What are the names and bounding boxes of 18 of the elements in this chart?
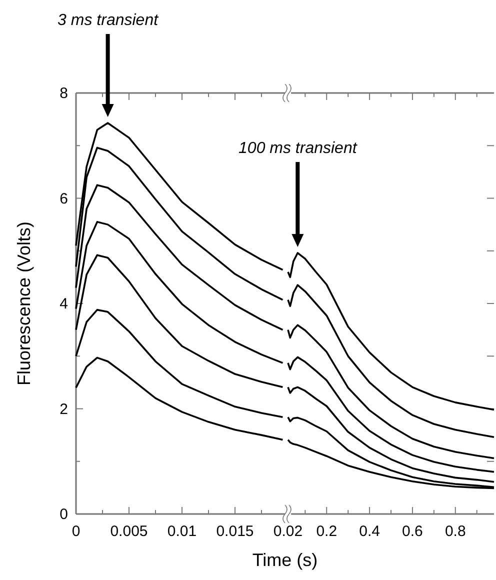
y-tick-label: 0 [60,506,68,523]
y-axis-title: Fluorescence (Volts) [14,221,34,386]
x-tick-label: 0.6 [402,523,423,540]
x-tick-label: 0.8 [444,523,466,540]
y-tick-label: 8 [60,85,68,102]
x-tick-label: 0.005 [110,523,148,540]
x-tick-label: 0.02 [273,523,303,540]
x-axis-title: Time (s) [252,550,318,570]
x-tick-label: 0.2 [316,523,338,540]
y-tick-label: 2 [60,400,68,418]
x-tick-label: 0.015 [216,523,254,540]
y-tick-label: 6 [60,190,68,208]
annotation: 100 ms transient [238,140,358,157]
x-tick-label: 0.01 [167,523,197,540]
y-tick-label: 4 [60,296,68,312]
x-tick-label: 0 [72,523,80,540]
text: 3 ms transient [58,12,159,29]
x-tick-label: 0.4 [359,523,380,540]
